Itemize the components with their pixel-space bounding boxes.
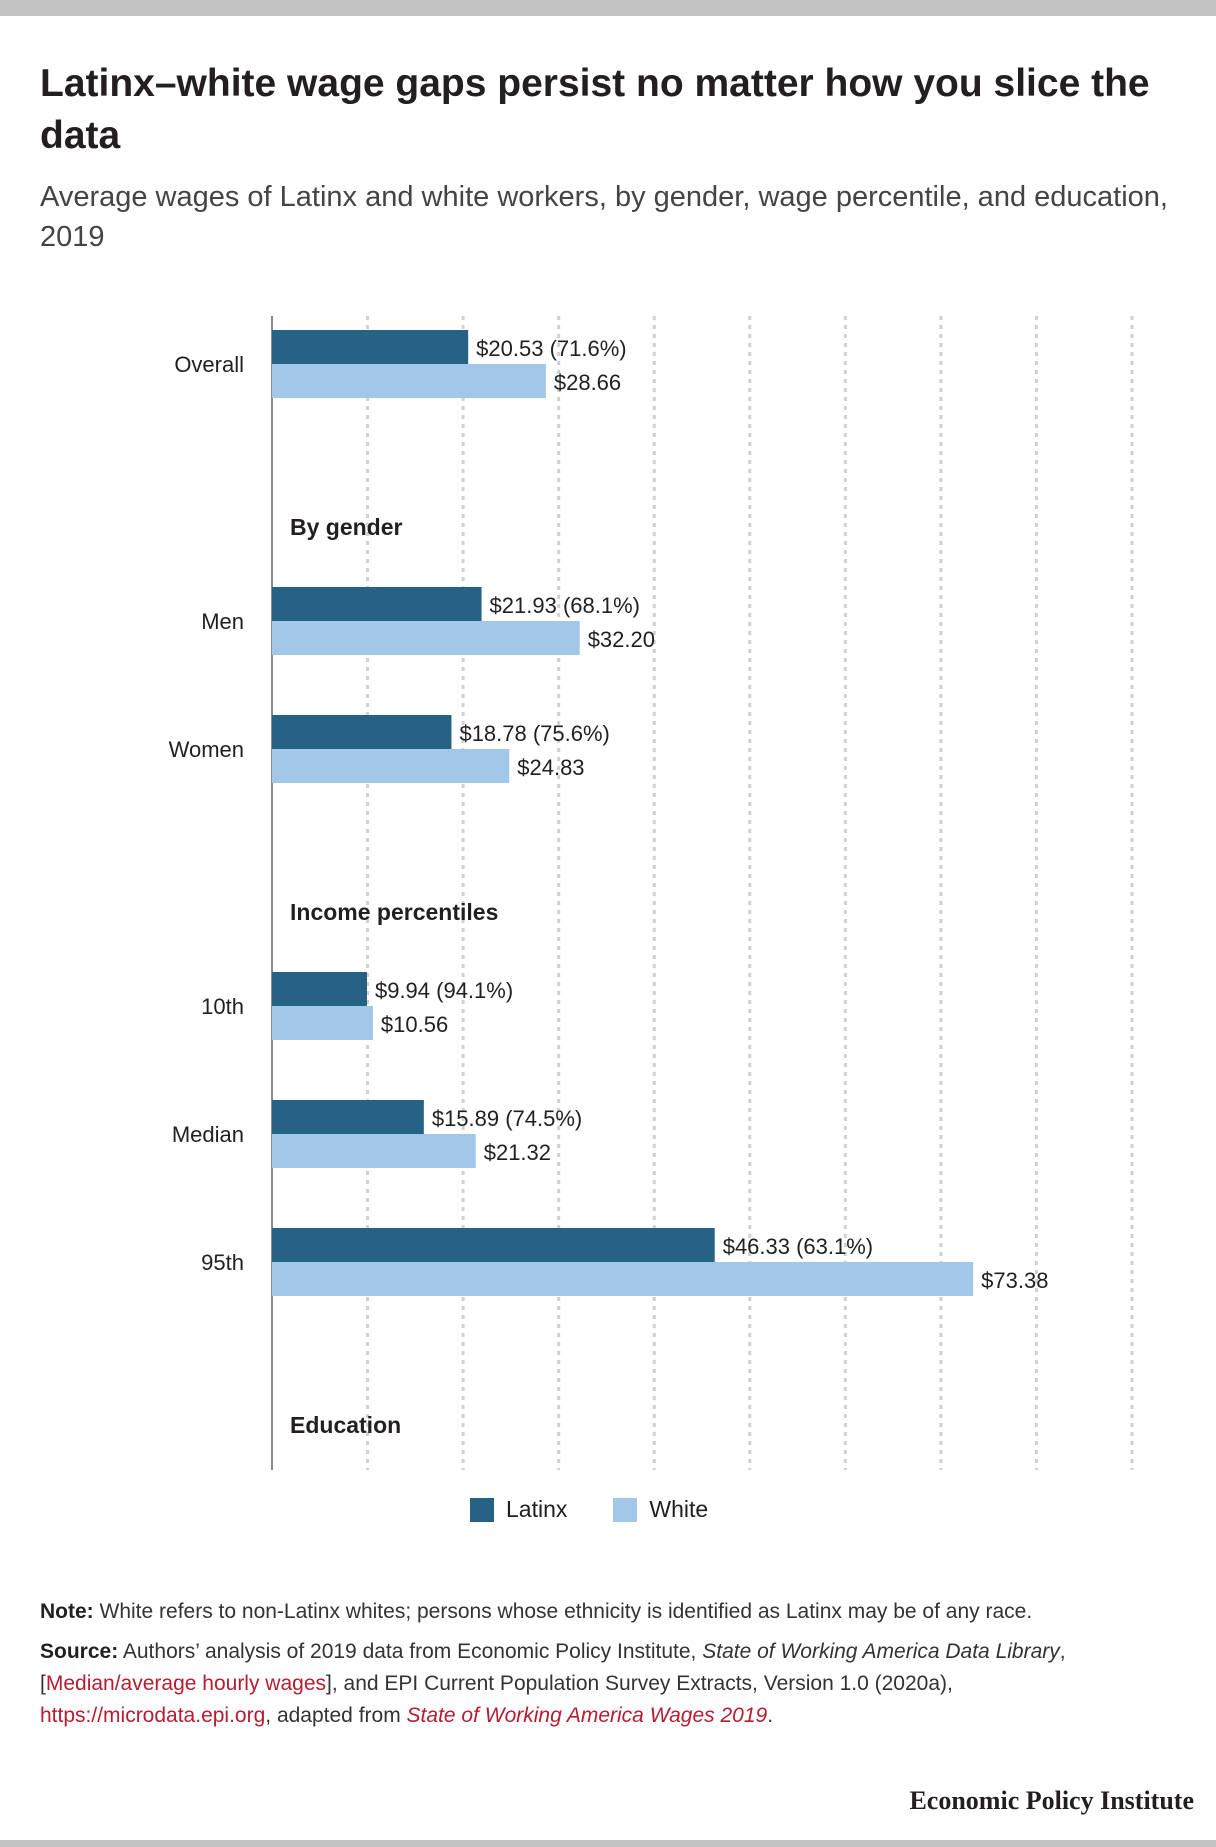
chart-title: Latinx–white wage gaps persist no matter… [40,62,1150,157]
note-label: Note: [40,1600,94,1623]
bar-latinx [272,1228,715,1262]
data-label-latinx: $18.78 (75.6%) [459,721,609,746]
bar-white [272,621,580,655]
data-label-latinx: $9.94 (94.1%) [375,978,513,1003]
source-label: Source: [40,1640,119,1663]
source-link-microdata[interactable]: https://microdata.epi.org [40,1704,266,1727]
source-text-5: . [767,1704,774,1727]
data-label-white: $24.83 [517,755,584,780]
category-label: Median [172,1122,244,1147]
bar-white [272,749,510,783]
legend-swatch-white [613,1497,638,1522]
top-border [0,0,1216,16]
bar-latinx [272,330,469,364]
bar-latinx [272,587,482,621]
legend-item-white: White [613,1496,708,1523]
bar-chart: Overall $20.53 (71.6%) $28.66 By gender Men $… [169,316,1134,1470]
category-label: 95th [201,1250,244,1275]
data-label-latinx: $46.33 (63.1%) [723,1234,873,1259]
brand-logo-text: Economic Policy Institute [909,1786,1194,1815]
bottom-border [0,1840,1216,1847]
group-heading: Education [290,1412,401,1438]
bar-white [272,1134,476,1168]
source-link-wages[interactable]: Median/average hourly wages [45,1672,327,1695]
source-text-4: , adapted from [265,1704,401,1727]
note: Note: White refers to non-Latinx whites;… [40,1596,1180,1628]
chart-subtitle: Average wages of Latinx and white worker… [40,181,1168,253]
bar-white [272,1262,974,1296]
source-text-2: , [ [40,1640,1066,1695]
source-text-1: Authors’ analysis of 2019 data from Econ… [122,1640,697,1663]
source-italic-title: State of Working America Data Library [702,1640,1060,1663]
data-label-white: $28.66 [554,370,621,395]
category-label: 10th [201,994,244,1019]
legend-label-white: White [649,1496,709,1522]
data-label-white: $10.56 [381,1012,448,1037]
data-label-latinx: $15.89 (74.5%) [432,1106,582,1131]
legend-item-latinx: Latinx [470,1496,567,1523]
grid-lines [271,316,1134,1470]
group-heading: Income percentiles [290,899,498,925]
group-heading: By gender [290,514,403,540]
note-text: White refers to non-Latinx whites; perso… [99,1600,1033,1623]
data-label-latinx: $20.53 (71.6%) [476,336,626,361]
bar-white [272,1006,373,1040]
data-label-white: $21.32 [484,1140,551,1165]
data-label-white: $73.38 [981,1268,1048,1293]
source-link-swa-wages[interactable]: State of Working America Wages 2019 [406,1704,768,1727]
bar-latinx [272,1100,424,1134]
category-label: Men [201,609,244,634]
bar-latinx [272,715,452,749]
chart-notes: Note: White refers to non-Latinx whites;… [40,1596,1180,1740]
bars: Overall $20.53 (71.6%) $28.66 By gender Men $… [169,330,1048,1438]
bar-latinx [272,972,367,1006]
category-label: Overall [174,352,244,377]
legend: Latinx White [470,1496,754,1523]
category-label: Women [169,737,244,762]
data-label-latinx: $21.93 (68.1%) [490,593,640,618]
bar-white [272,364,546,398]
source: Source: Authors’ analysis of 2019 data f… [40,1636,1180,1732]
legend-label-latinx: Latinx [506,1496,568,1522]
legend-swatch-latinx [470,1497,494,1522]
data-label-white: $32.20 [588,627,655,652]
source-text-3: ], and EPI Current Population Survey Ext… [326,1672,953,1695]
